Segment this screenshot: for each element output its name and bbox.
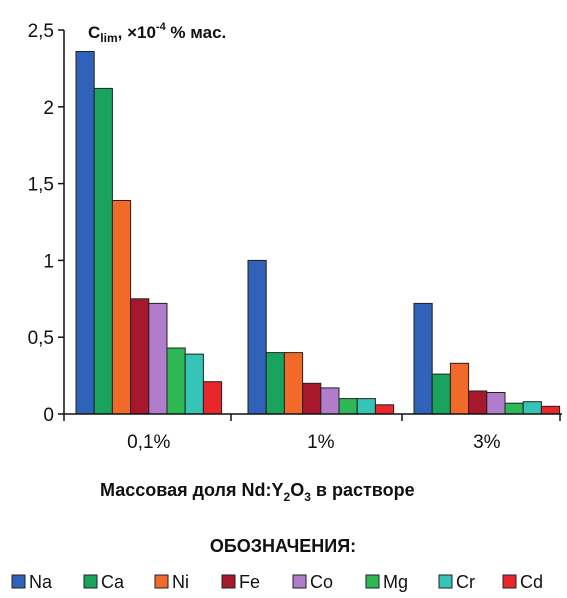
legend-swatch-ca: [83, 574, 98, 589]
bar-cr-2: [356, 398, 376, 415]
y-tick-label: 0: [43, 405, 54, 426]
bar-mg-2: [338, 398, 358, 415]
bar-na-1: [75, 51, 95, 415]
axes-layer: [58, 29, 562, 421]
bar-cd-1: [202, 381, 223, 415]
bar-ca-2: [265, 352, 285, 415]
bar-co-3: [486, 392, 506, 415]
legend-label-cd: Cd: [520, 572, 543, 592]
category-label: 0,1%: [127, 432, 170, 453]
bar-fe-1: [130, 298, 150, 415]
category-label: 1%: [307, 432, 335, 453]
legend-swatch-mg: [365, 574, 380, 589]
bar-ni-1: [111, 200, 132, 415]
y-tick-label: 2,5: [28, 21, 54, 42]
legend-swatch-fe: [221, 574, 236, 589]
legend-swatch-co: [292, 574, 307, 589]
bar-ni-3: [449, 362, 470, 415]
bar-co-1: [148, 302, 168, 415]
legend-label-ni: Ni: [172, 572, 189, 592]
legend-label-fe: Fe: [239, 572, 260, 592]
legend-label-co: Co: [310, 572, 333, 592]
legend-swatch-cd: [502, 574, 517, 589]
bar-co-2: [320, 387, 340, 415]
bar-mg-1: [166, 347, 186, 415]
legend-label-na: Na: [29, 572, 53, 592]
y-unit-label: Clim, ×10-4 % мас.: [88, 21, 226, 45]
bar-cd-2: [374, 404, 395, 415]
legend-swatch-cr: [438, 574, 453, 589]
legend: Na Ca Ni Fe Co Mg Cr Cd: [11, 572, 543, 592]
y-tick-label: 2: [43, 98, 54, 119]
y-tick-label: 1,5: [28, 175, 54, 196]
y-tick-label: 1: [43, 251, 54, 272]
legend-label-cr: Cr: [456, 572, 475, 592]
category-label: 3%: [473, 432, 501, 453]
legend-swatch-na: [11, 574, 26, 589]
legend-title: ОБОЗНАЧЕНИЯ:: [210, 536, 356, 556]
legend-swatch-ni: [154, 574, 169, 589]
bar-ca-1: [93, 87, 113, 415]
bar-cr-1: [184, 353, 204, 415]
bar-cr-3: [522, 401, 542, 415]
bar-fe-3: [468, 390, 488, 415]
y-tick-label: 0,5: [28, 328, 54, 349]
bars-layer: [75, 51, 561, 415]
bar-ni-2: [283, 352, 304, 415]
bar-na-2: [247, 259, 267, 415]
labels-layer: 0 0,5 1 1,5 2 2,5 0,1% 1% 3%: [28, 21, 501, 453]
x-axis-title: Массовая доля Nd:Y2O3 в растворе: [100, 480, 415, 504]
bar-cd-3: [540, 405, 561, 415]
legend-label-mg: Mg: [383, 572, 408, 592]
bar-fe-2: [302, 382, 322, 415]
bar-ca-3: [431, 373, 451, 415]
legend-label-ca: Ca: [101, 572, 125, 592]
bar-mg-3: [504, 402, 524, 415]
bar-na-3: [413, 302, 433, 415]
